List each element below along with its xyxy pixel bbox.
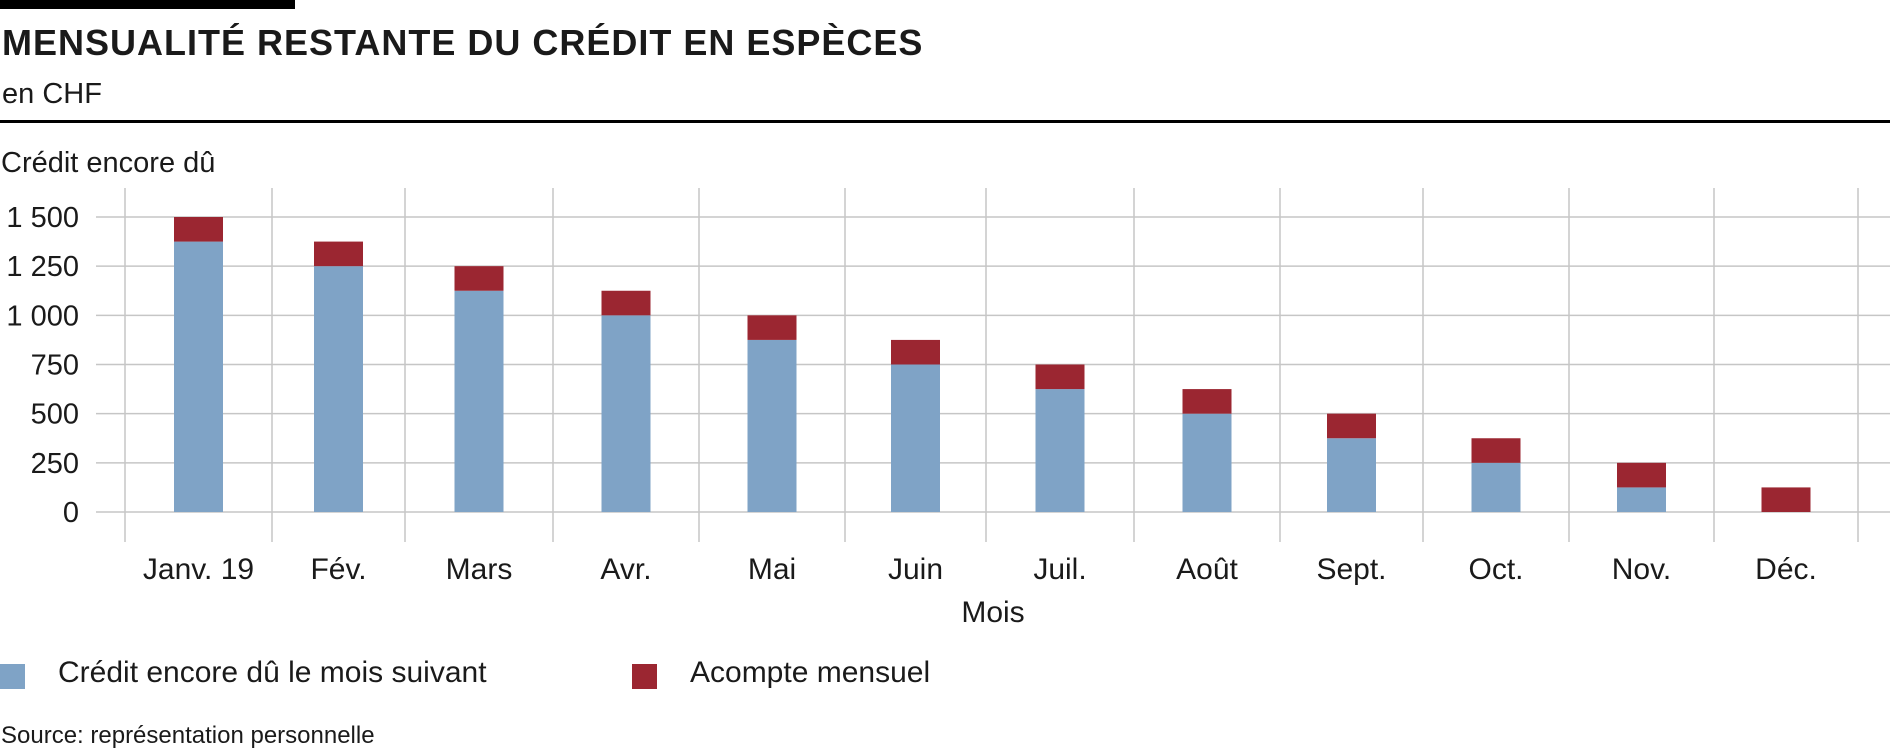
x-axis-label: Mois [961,596,1024,629]
y-tick-label: 500 [31,399,79,431]
bar-monthly-payment [1327,413,1376,439]
y-tick-label: 1 500 [6,202,79,234]
legend-label: Crédit encore dû le mois suivant [58,656,487,689]
bar-monthly-payment [891,339,940,365]
gridlines [96,188,1890,542]
y-tick-labels: 0 250 500 750 1 000 1 250 1 500 [6,202,79,529]
bar-monthly-payment [747,315,797,340]
x-tick-label: Juil. [1033,553,1086,586]
bar-remaining-credit [454,290,504,512]
stacked-bar-chart: Crédit encore dû 0 250 500 750 1 000 1 250 1 5… [1,147,1890,629]
y-tick-label: 1 250 [6,251,79,283]
bar-remaining-credit [747,339,797,512]
chart-title: MENSUALITÉ RESTANTE DU CRÉDIT EN ESPÈCES [2,22,924,63]
bar-remaining-credit [1327,438,1376,512]
bar-monthly-payment [601,290,651,316]
bar-monthly-payment [1761,487,1811,512]
bar-remaining-credit [1035,389,1085,512]
y-axis-label: Crédit encore dû [1,147,215,179]
x-tick-labels: Janv. 19 Fév. Mars Avr. Mai Juin Juil. Août Sept… [143,553,1817,586]
y-tick-label: 250 [31,448,79,480]
x-tick-label: Janv. 19 [143,553,254,586]
chart-subtitle: en CHF [2,78,102,110]
x-tick-label: Déc. [1755,553,1817,586]
bar-remaining-credit [1617,487,1666,512]
bar-monthly-payment [454,266,504,291]
bar-remaining-credit [891,364,940,512]
x-tick-label: Juin [888,553,943,586]
bars [174,217,1811,512]
x-tick-label: Sept. [1316,553,1386,586]
x-tick-label: Mars [446,553,513,586]
bar-remaining-credit [601,315,651,512]
x-tick-label: Août [1176,553,1238,586]
x-tick-label: Avr. [600,553,651,586]
legend-label: Acompte mensuel [690,656,931,689]
y-tick-label: 750 [31,350,79,382]
bar-monthly-payment [1617,462,1666,488]
bar-monthly-payment [314,241,363,267]
bar-remaining-credit [174,241,223,512]
bar-monthly-payment [174,217,223,242]
x-tick-label: Mai [748,553,796,586]
header-rule [0,120,1890,123]
x-tick-label: Fév. [310,553,366,586]
bar-monthly-payment [1182,389,1232,414]
legend-swatch-blue [0,664,25,689]
x-tick-label: Oct. [1468,553,1523,586]
source-note: Source: représentation personnelle [1,722,375,749]
bar-monthly-payment [1035,364,1085,390]
bar-remaining-credit [1182,413,1232,512]
bar-remaining-credit [314,266,363,512]
bar-remaining-credit [1471,462,1521,512]
y-tick-label: 0 [63,497,79,529]
x-tick-label: Nov. [1612,553,1671,586]
y-tick-label: 1 000 [6,300,79,332]
bar-monthly-payment [1471,438,1521,463]
title-accent-bar [0,0,295,9]
legend-swatch-red [632,664,657,689]
